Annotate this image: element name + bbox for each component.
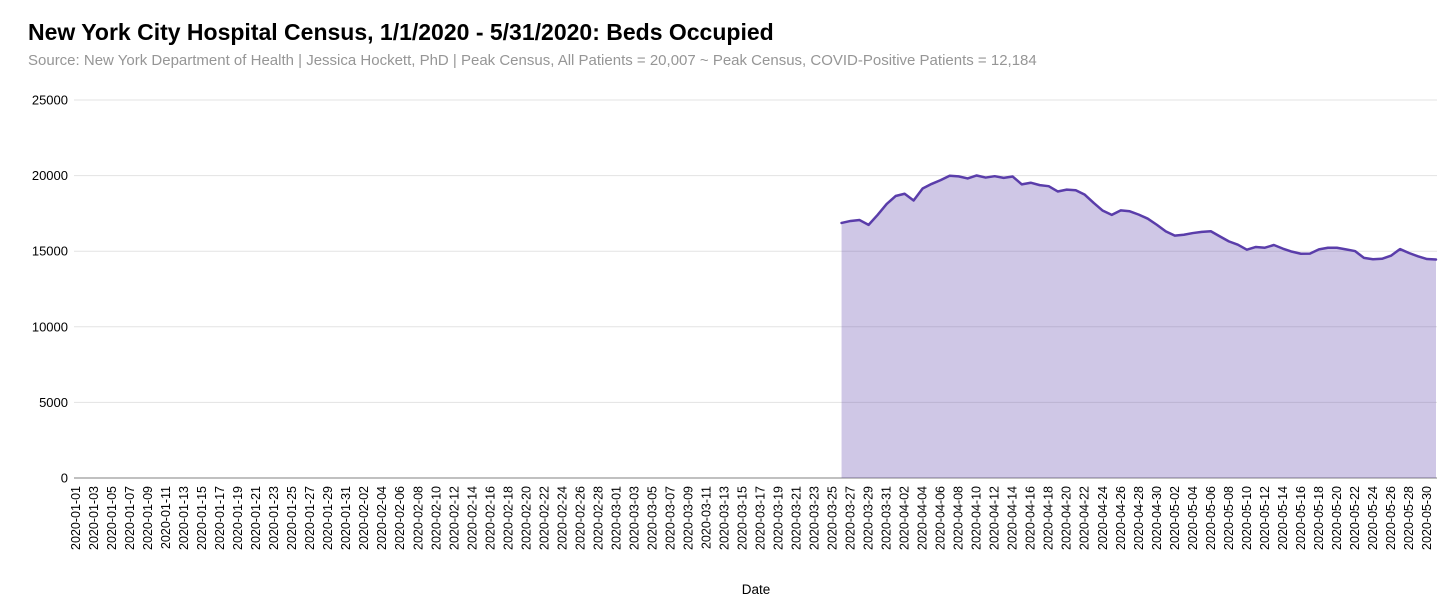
- x-tick-label: 2020-01-01: [69, 486, 83, 550]
- x-axis-title: Date: [741, 582, 771, 597]
- x-tick-label: 2020-02-14: [465, 486, 479, 550]
- x-tick-label: 2020-04-14: [1006, 486, 1020, 550]
- x-tick-label: 2020-04-08: [952, 486, 966, 550]
- x-tick-label: 2020-02-02: [357, 486, 371, 550]
- x-tick-label: 2020-05-10: [1240, 486, 1254, 550]
- x-tick-label: 2020-05-12: [1258, 486, 1272, 550]
- x-tick-label: 2020-01-31: [339, 486, 353, 550]
- x-tick-label: 2020-05-02: [1168, 486, 1182, 550]
- x-tick-label: 2020-04-28: [1132, 486, 1146, 550]
- y-tick-label: 10000: [32, 319, 68, 334]
- x-tick-label: 2020-01-11: [159, 486, 173, 549]
- x-tick-label: 2020-04-04: [916, 486, 930, 550]
- x-tick-label: 2020-03-13: [717, 486, 731, 550]
- x-tick-label: 2020-03-03: [627, 486, 641, 550]
- x-tick-label: 2020-02-16: [483, 486, 497, 550]
- x-tick-label: 2020-02-24: [555, 486, 569, 550]
- x-tick-label: 2020-04-20: [1060, 486, 1074, 550]
- x-tick-label: 2020-02-08: [411, 486, 425, 550]
- x-tick-label: 2020-04-24: [1096, 486, 1110, 550]
- series-area-fill: [841, 175, 1436, 479]
- x-tick-label: 2020-02-12: [447, 486, 461, 550]
- x-tick-label: 2020-02-28: [591, 486, 605, 550]
- x-tick-label: 2020-05-04: [1186, 486, 1200, 550]
- x-tick-label: 2020-03-05: [645, 486, 659, 550]
- x-tick-label: 2020-01-21: [249, 486, 263, 550]
- y-tick-label: 25000: [32, 93, 68, 108]
- x-tick-label: 2020-04-10: [970, 486, 984, 550]
- x-tick-label: 2020-05-30: [1420, 486, 1434, 550]
- x-tick-label: 2020-01-03: [87, 486, 101, 550]
- x-tick-label: 2020-02-22: [537, 486, 551, 550]
- x-tick-label: 2020-04-02: [898, 486, 912, 550]
- x-tick-label: 2020-03-11: [699, 486, 713, 549]
- x-tick-label: 2020-03-21: [790, 486, 804, 550]
- x-tick-label: 2020-03-15: [735, 486, 749, 550]
- x-tick-label: 2020-05-08: [1222, 486, 1236, 550]
- x-tick-label: 2020-01-17: [213, 486, 227, 550]
- x-tick-label: 2020-03-01: [609, 486, 623, 550]
- x-tick-label: 2020-01-29: [321, 486, 335, 550]
- x-tick-label: 2020-05-14: [1276, 486, 1290, 550]
- x-tick-label: 2020-03-17: [754, 486, 768, 550]
- x-tick-label: 2020-01-23: [267, 486, 281, 550]
- x-tick-label: 2020-05-16: [1294, 486, 1308, 550]
- x-tick-label: 2020-04-16: [1024, 486, 1038, 550]
- x-tick-label: 2020-02-06: [393, 486, 407, 550]
- x-tick-label: 2020-04-22: [1078, 486, 1092, 550]
- x-tick-label: 2020-03-27: [844, 486, 858, 550]
- x-tick-label: 2020-03-09: [681, 486, 695, 550]
- x-tick-label: 2020-05-20: [1330, 486, 1344, 550]
- x-tick-label: 2020-01-15: [195, 486, 209, 550]
- x-tick-label: 2020-01-05: [105, 486, 119, 550]
- x-tick-label: 2020-04-12: [988, 486, 1002, 550]
- y-tick-label: 5000: [39, 395, 68, 410]
- x-tick-label: 2020-02-20: [519, 486, 533, 550]
- x-tick-label: 2020-02-10: [429, 486, 443, 550]
- y-axis-tick-labels: 0 5000 10000 15000 20000 25000: [32, 93, 68, 486]
- x-tick-label: 2020-03-07: [663, 486, 677, 550]
- y-tick-label: 15000: [32, 244, 68, 259]
- x-tick-label: 2020-05-26: [1384, 486, 1398, 550]
- chart-subtitle: Source: New York Department of Health | …: [28, 52, 1037, 69]
- x-tick-label: 2020-03-23: [808, 486, 822, 550]
- x-tick-label: 2020-05-22: [1348, 486, 1362, 550]
- x-tick-label: 2020-03-29: [862, 486, 876, 550]
- series-line: [840, 174, 1438, 261]
- chart-title: New York City Hospital Census, 1/1/2020 …: [28, 19, 774, 45]
- x-tick-label: 2020-04-30: [1150, 486, 1164, 550]
- x-tick-label: 2020-04-26: [1114, 486, 1128, 550]
- x-tick-label: 2020-01-13: [177, 486, 191, 550]
- y-tick-label: 20000: [32, 168, 68, 183]
- x-tick-label: 2020-02-18: [501, 486, 515, 550]
- x-tick-label: 2020-04-18: [1042, 486, 1056, 550]
- x-tick-label: 2020-05-28: [1402, 486, 1416, 550]
- x-tick-label: 2020-04-06: [934, 486, 948, 550]
- x-tick-label: 2020-03-25: [826, 486, 840, 550]
- x-tick-label: 2020-01-27: [303, 486, 317, 550]
- x-axis-tick-labels: 2020-01-01 2020-01-03 2020-01-05 2020-01-07…: [69, 486, 1434, 550]
- x-tick-label: 2020-01-09: [141, 486, 155, 550]
- x-tick-label: 2020-05-06: [1204, 486, 1218, 550]
- x-tick-label: 2020-03-19: [772, 486, 786, 550]
- x-tick-label: 2020-03-31: [880, 486, 894, 550]
- gridlines: [74, 99, 1437, 479]
- x-tick-label: 2020-05-24: [1366, 486, 1380, 550]
- x-tick-label: 2020-01-07: [123, 486, 137, 550]
- x-tick-label: 2020-01-25: [285, 486, 299, 550]
- x-tick-label: 2020-02-04: [375, 486, 389, 550]
- x-tick-label: 2020-01-19: [231, 486, 245, 550]
- y-tick-label: 0: [61, 471, 68, 486]
- x-tick-label: 2020-05-18: [1312, 486, 1326, 550]
- x-tick-label: 2020-02-26: [573, 486, 587, 550]
